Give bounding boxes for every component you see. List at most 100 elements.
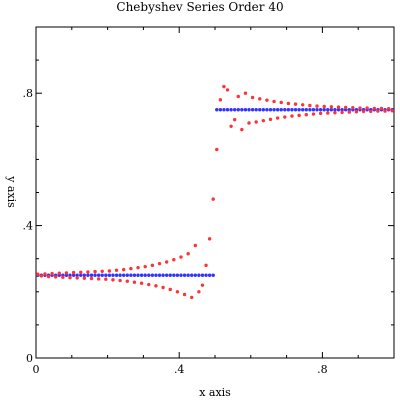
data-point <box>361 109 366 114</box>
data-point <box>240 108 244 112</box>
data-point <box>286 101 291 106</box>
data-point <box>211 197 215 201</box>
data-point <box>197 290 201 294</box>
data-point <box>261 118 266 123</box>
data-point <box>122 267 126 272</box>
data-point <box>61 275 65 279</box>
data-point <box>336 105 341 109</box>
data-point <box>322 108 326 112</box>
data-point <box>111 278 115 282</box>
data-point <box>268 117 273 122</box>
data-point <box>283 108 287 112</box>
data-point <box>232 108 237 112</box>
data-point <box>168 273 172 277</box>
data-point <box>50 271 54 276</box>
data-point <box>215 108 219 112</box>
data-point <box>322 104 326 109</box>
data-point <box>268 108 273 112</box>
data-point <box>225 108 230 112</box>
data-point <box>218 108 223 112</box>
data-point <box>96 277 101 281</box>
data-point <box>315 108 319 112</box>
data-point <box>82 276 87 280</box>
data-point <box>86 273 90 277</box>
data-point <box>386 107 391 111</box>
data-point <box>71 273 76 277</box>
data-point <box>190 273 194 277</box>
y-axis-ticks: 0 .4 .8 <box>23 26 394 365</box>
data-point <box>111 273 115 277</box>
data-point <box>275 116 280 120</box>
data-point <box>336 108 341 112</box>
data-point <box>107 269 112 273</box>
y-tick-label: 0 <box>26 352 33 365</box>
data-point <box>139 273 144 277</box>
data-point <box>286 108 291 112</box>
data-point <box>139 281 144 285</box>
data-point <box>89 276 94 281</box>
data-point <box>225 88 230 92</box>
data-point <box>232 117 237 122</box>
data-point <box>243 108 248 112</box>
data-point <box>333 111 337 115</box>
data-point <box>118 278 122 283</box>
data-point <box>329 108 334 112</box>
data-point <box>200 273 205 277</box>
data-point <box>222 84 226 89</box>
data-point <box>379 106 384 111</box>
data-point <box>75 273 79 277</box>
data-point <box>172 257 176 262</box>
data-point <box>157 273 162 277</box>
data-point <box>365 106 369 110</box>
data-point <box>236 108 240 112</box>
data-point <box>147 282 151 287</box>
data-point <box>318 108 323 112</box>
data-point <box>333 108 337 112</box>
data-point <box>250 108 255 112</box>
data-point <box>193 273 198 277</box>
data-point <box>114 268 119 272</box>
data-point <box>132 273 137 277</box>
data-point <box>136 265 140 270</box>
data-point <box>254 120 258 124</box>
plot-points <box>36 84 394 300</box>
data-point <box>279 100 283 105</box>
data-point <box>75 276 79 280</box>
data-point <box>179 273 183 277</box>
data-point <box>372 106 377 111</box>
data-point <box>71 270 76 275</box>
data-point <box>143 264 147 269</box>
data-point <box>86 270 90 274</box>
data-point <box>290 114 294 118</box>
data-point <box>369 109 373 114</box>
data-point <box>211 273 215 277</box>
data-point <box>125 279 129 283</box>
data-point <box>258 108 262 112</box>
data-point <box>164 273 169 277</box>
data-point <box>250 95 255 100</box>
data-point <box>175 273 180 277</box>
data-point <box>89 273 94 277</box>
data-point <box>204 273 208 277</box>
data-point <box>293 108 298 112</box>
data-point <box>275 108 280 112</box>
x-axis-label: x axis <box>199 386 231 399</box>
data-point <box>265 108 269 112</box>
data-point <box>122 273 126 277</box>
data-point <box>301 103 305 107</box>
data-point <box>168 287 172 292</box>
data-point <box>190 295 194 300</box>
data-point <box>279 108 283 112</box>
data-point <box>114 273 119 277</box>
data-point <box>297 113 301 118</box>
y-tick-label: .4 <box>23 220 34 233</box>
data-point <box>93 269 97 274</box>
data-point <box>96 273 101 277</box>
data-point <box>39 274 44 278</box>
data-point <box>222 108 226 112</box>
data-point <box>207 237 212 241</box>
data-point <box>265 98 269 102</box>
data-point <box>329 105 334 109</box>
data-point <box>376 109 380 113</box>
